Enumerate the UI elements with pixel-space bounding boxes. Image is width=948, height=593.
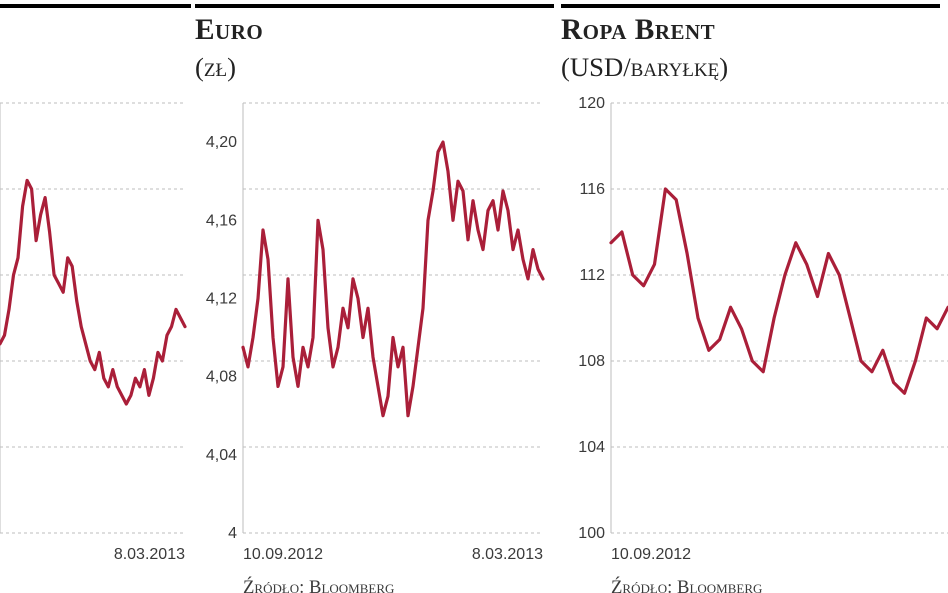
chart-panel: Euro(zł) 4 4,04 4,08 4,12 4,16 4,20 10.09.2012 8… bbox=[195, 0, 561, 593]
y-tick-label: 100 bbox=[578, 525, 605, 542]
panel-subtitle: (zł) bbox=[195, 52, 561, 87]
chart-plot-area: 4 4,04 4,08 4,12 4,16 4,20 10.09.2012 8.03.2013 bbox=[195, 93, 561, 573]
data-series-line bbox=[0, 180, 185, 404]
x-tick-label: 10.09.2012 bbox=[611, 546, 691, 563]
y-tick-label: 4 bbox=[228, 525, 237, 542]
y-tick-label: 104 bbox=[578, 439, 605, 456]
panel-top-rule bbox=[195, 4, 554, 8]
y-tick-label: 112 bbox=[579, 267, 605, 284]
panel-top-rule bbox=[561, 4, 940, 8]
chart-panel: 8.03.2013 bbox=[0, 0, 195, 593]
panel-title bbox=[0, 14, 195, 52]
x-tick-label: 8.03.2013 bbox=[114, 546, 185, 563]
y-tick-label: 4,04 bbox=[206, 447, 237, 464]
y-tick-label: 116 bbox=[579, 181, 605, 198]
y-tick-label: 4,08 bbox=[206, 368, 237, 385]
y-tick-label: 4,16 bbox=[206, 212, 237, 229]
data-series-line bbox=[243, 142, 543, 416]
panel-source bbox=[0, 577, 195, 593]
y-tick-label: 4,20 bbox=[206, 134, 237, 151]
chart-plot-area: 8.03.2013 bbox=[0, 93, 195, 573]
y-tick-label: 108 bbox=[578, 353, 605, 370]
chart-panel: Ropa Brent(USD/baryłkę) 100 104 108 112 116 12… bbox=[561, 0, 948, 593]
panel-source: Źródło: Bloomberg bbox=[243, 577, 561, 593]
panel-source: Źródło: Bloomberg bbox=[611, 577, 948, 593]
panel-top-rule bbox=[0, 4, 191, 8]
panel-subtitle: (USD/baryłkę) bbox=[561, 52, 948, 87]
panel-title: Euro bbox=[195, 14, 561, 52]
chart-plot-area: 100 104 108 112 116 120 10.09.2012 bbox=[561, 93, 948, 573]
panel-title: Ropa Brent bbox=[561, 14, 948, 52]
x-tick-label: 10.09.2012 bbox=[243, 546, 323, 563]
panel-subtitle bbox=[0, 52, 195, 87]
y-tick-label: 4,12 bbox=[206, 290, 237, 307]
data-series-line bbox=[611, 189, 948, 393]
x-tick-label: 8.03.2013 bbox=[472, 546, 543, 563]
y-tick-label: 120 bbox=[578, 95, 605, 112]
